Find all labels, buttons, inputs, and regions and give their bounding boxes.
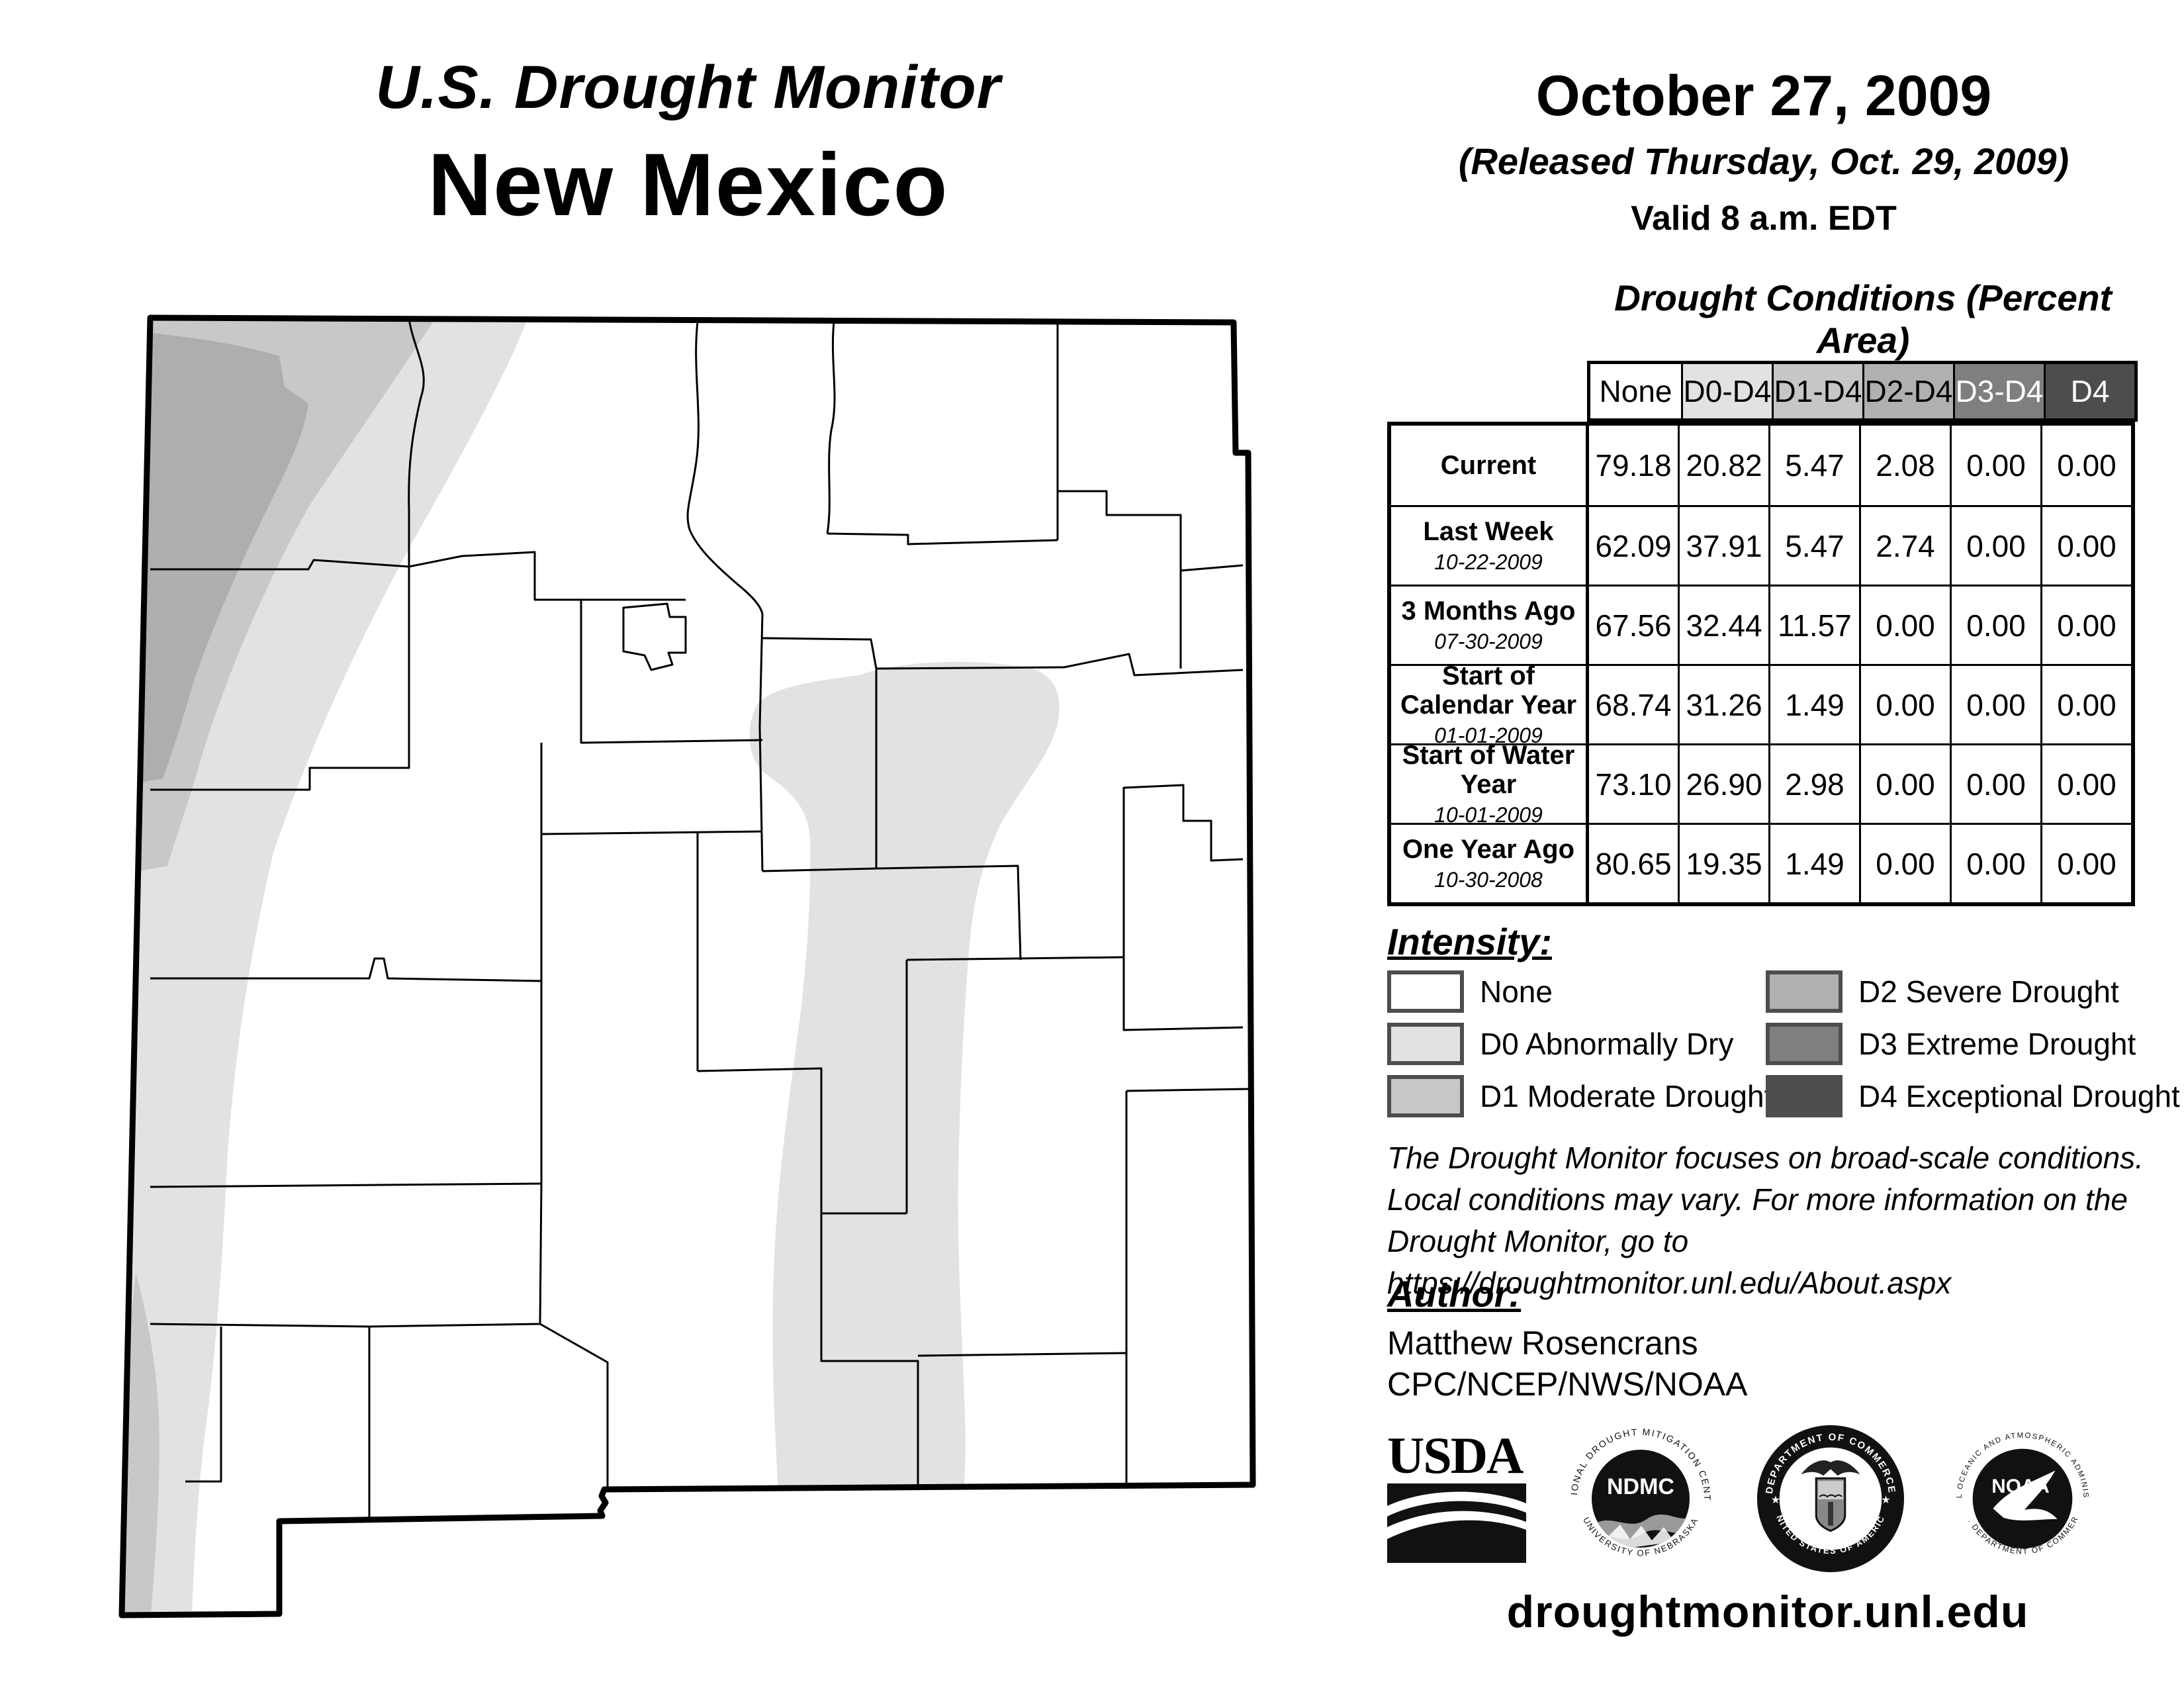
table-cell: 0.00 xyxy=(2040,823,2131,902)
table-cell: 0.00 xyxy=(1859,664,1950,743)
table-cell: 1.49 xyxy=(1768,823,1859,902)
table-cell: 0.00 xyxy=(1950,823,2040,902)
table-cell: 67.56 xyxy=(1587,585,1678,664)
legend-item-d4: D4 Exceptional Drought xyxy=(1766,1070,2180,1122)
table-row-label: Start of Water Year 10-01-2009 xyxy=(1391,741,1587,827)
map-svg xyxy=(118,314,1256,1618)
table-cell: 5.47 xyxy=(1768,505,1859,585)
table-cell: 0.00 xyxy=(1950,585,2040,664)
agency-logos: USDA NATIONAL DROUGHT MITIGATION CENTER … xyxy=(1387,1423,2098,1574)
legend-item-none: None xyxy=(1387,965,1766,1017)
doc-eagle-icon xyxy=(1801,1460,1860,1476)
noaa-gull-icon xyxy=(1993,1470,2058,1521)
d0-swatch xyxy=(1387,1022,1464,1065)
d4-swatch xyxy=(1766,1074,1843,1117)
d1-swatch xyxy=(1387,1074,1464,1117)
column-header-d2-d4: D2-D4 xyxy=(1862,364,1953,418)
table-cell: 0.00 xyxy=(2040,505,2131,585)
table-cell: 1.49 xyxy=(1768,664,1859,743)
county-boundaries xyxy=(150,318,1251,1521)
table-header-row: None D0-D4 D1-D4 D2-D4 D3-D4 D4 xyxy=(1587,361,2138,422)
table-row-label: One Year Ago 10-30-2008 xyxy=(1391,823,1587,902)
legend-item-d0: D0 Abnormally Dry xyxy=(1387,1017,1766,1070)
column-header-d0-d4: D0-D4 xyxy=(1681,364,1772,418)
drought-conditions-table: Current 79.18 20.82 5.47 2.08 0.00 0.00 … xyxy=(1387,422,2135,906)
disclaimer-text: The Drought Monitor focuses on broad-sca… xyxy=(1387,1141,2144,1300)
footer-url: droughtmonitor.unl.edu xyxy=(1506,1587,2029,1637)
drought-d2-northwest-core xyxy=(140,333,308,782)
table-cell: 5.47 xyxy=(1768,426,1859,505)
table-title: Drought Conditions (Percent Area) xyxy=(1614,277,2112,361)
title-block: U.S. Drought Monitor New Mexico xyxy=(159,53,1218,236)
ndmc-logo: NATIONAL DROUGHT MITIGATION CENTER UNIVE… xyxy=(1567,1425,1713,1571)
legend-item-d1: D1 Moderate Drought xyxy=(1387,1070,1772,1122)
table-cell: 0.00 xyxy=(2040,585,2131,664)
table-cell: 0.00 xyxy=(1950,743,2040,823)
table-cell: 2.98 xyxy=(1768,743,1859,823)
table-row-label: 3 Months Ago 07-30-2009 xyxy=(1391,585,1587,664)
table-cell: 31.26 xyxy=(1678,664,1768,743)
table-cell: 2.74 xyxy=(1859,505,1950,585)
table-cell: 0.00 xyxy=(1950,664,2040,743)
usda-swoosh-icon xyxy=(1387,1483,1526,1563)
svg-text:★: ★ xyxy=(1771,1495,1780,1506)
table-cell: 32.44 xyxy=(1678,585,1768,664)
intensity-heading: Intensity: xyxy=(1387,921,1552,962)
new-mexico-drought-map xyxy=(118,310,1263,1634)
column-header-none: None xyxy=(1590,364,1681,418)
table-cell: 79.18 xyxy=(1587,426,1678,505)
author-organization: CPC/NCEP/NWS/NOAA xyxy=(1387,1366,1748,1403)
column-header-d4: D4 xyxy=(2044,364,2134,418)
intensity-legend: None D0 Abnormally Dry D1 Moderate Droug… xyxy=(1387,965,2180,1122)
table-cell: 11.57 xyxy=(1768,585,1859,664)
region-title: New Mexico xyxy=(428,136,949,234)
table-cell: 0.00 xyxy=(2040,743,2131,823)
table-row-label: Last Week 10-22-2009 xyxy=(1391,505,1587,585)
table-row-label: Current xyxy=(1391,426,1587,505)
report-title: U.S. Drought Monitor xyxy=(375,54,1001,121)
noaa-logo: NATIONAL OCEANIC AND ATMOSPHERIC ADMINIS… xyxy=(1947,1423,2097,1573)
doc-shield-icon xyxy=(1815,1477,1846,1532)
table-cell: 73.10 xyxy=(1587,743,1678,823)
legend-item-d3: D3 Extreme Drought xyxy=(1766,1017,2176,1070)
table-cell: 62.09 xyxy=(1587,505,1678,585)
noaa-wordmark: NOAA xyxy=(1991,1476,2050,1497)
table-row-label: Start of Calendar Year 01-01-2009 xyxy=(1391,661,1587,747)
date-block: October 27, 2009 (Released Thursday, Oct… xyxy=(1423,64,2105,238)
ndmc-wordmark: NDMC xyxy=(1607,1474,1674,1499)
svg-text:★: ★ xyxy=(1881,1495,1890,1506)
state-border xyxy=(118,314,1256,1618)
table-cell: 0.00 xyxy=(1859,743,1950,823)
d3-swatch xyxy=(1766,1022,1843,1065)
table-cell: 0.00 xyxy=(1859,823,1950,902)
table-cell: 19.35 xyxy=(1678,823,1768,902)
drought-d0-central-blob xyxy=(749,661,1060,1495)
table-cell: 0.00 xyxy=(1950,505,2040,585)
table-cell: 0.00 xyxy=(2040,664,2131,743)
legend-item-d2: D2 Severe Drought xyxy=(1766,965,2176,1017)
table-cell: 0.00 xyxy=(2040,426,2131,505)
usda-logo: USDA xyxy=(1387,1426,1526,1570)
column-header-d3-d4: D3-D4 xyxy=(1953,364,2044,418)
valid-time: Valid 8 a.m. EDT xyxy=(1631,199,1897,238)
author-name: Matthew Rosencrans xyxy=(1387,1325,1698,1362)
table-cell: 80.65 xyxy=(1587,823,1678,902)
usda-wordmark: USDA xyxy=(1387,1426,1524,1484)
table-cell: 0.00 xyxy=(1859,585,1950,664)
table-cell: 0.00 xyxy=(1950,426,2040,505)
table-cell: 37.91 xyxy=(1678,505,1768,585)
table-cell: 26.90 xyxy=(1678,743,1768,823)
table-cell: 20.82 xyxy=(1678,426,1768,505)
column-header-d1-d4: D1-D4 xyxy=(1772,364,1862,418)
map-date: October 27, 2009 xyxy=(1535,64,1992,128)
release-date: (Released Thursday, Oct. 29, 2009) xyxy=(1458,140,2070,182)
table-cell: 68.74 xyxy=(1587,664,1678,743)
table-cell: 2.08 xyxy=(1859,426,1950,505)
none-swatch xyxy=(1387,970,1464,1013)
drought-d1-southwest-strip xyxy=(122,1273,159,1615)
author-heading: Author: xyxy=(1387,1273,1522,1315)
d2-swatch xyxy=(1766,970,1843,1013)
commerce-seal-logo: DEPARTMENT OF COMMERCE UNITED STATES OF … xyxy=(1755,1423,1905,1573)
